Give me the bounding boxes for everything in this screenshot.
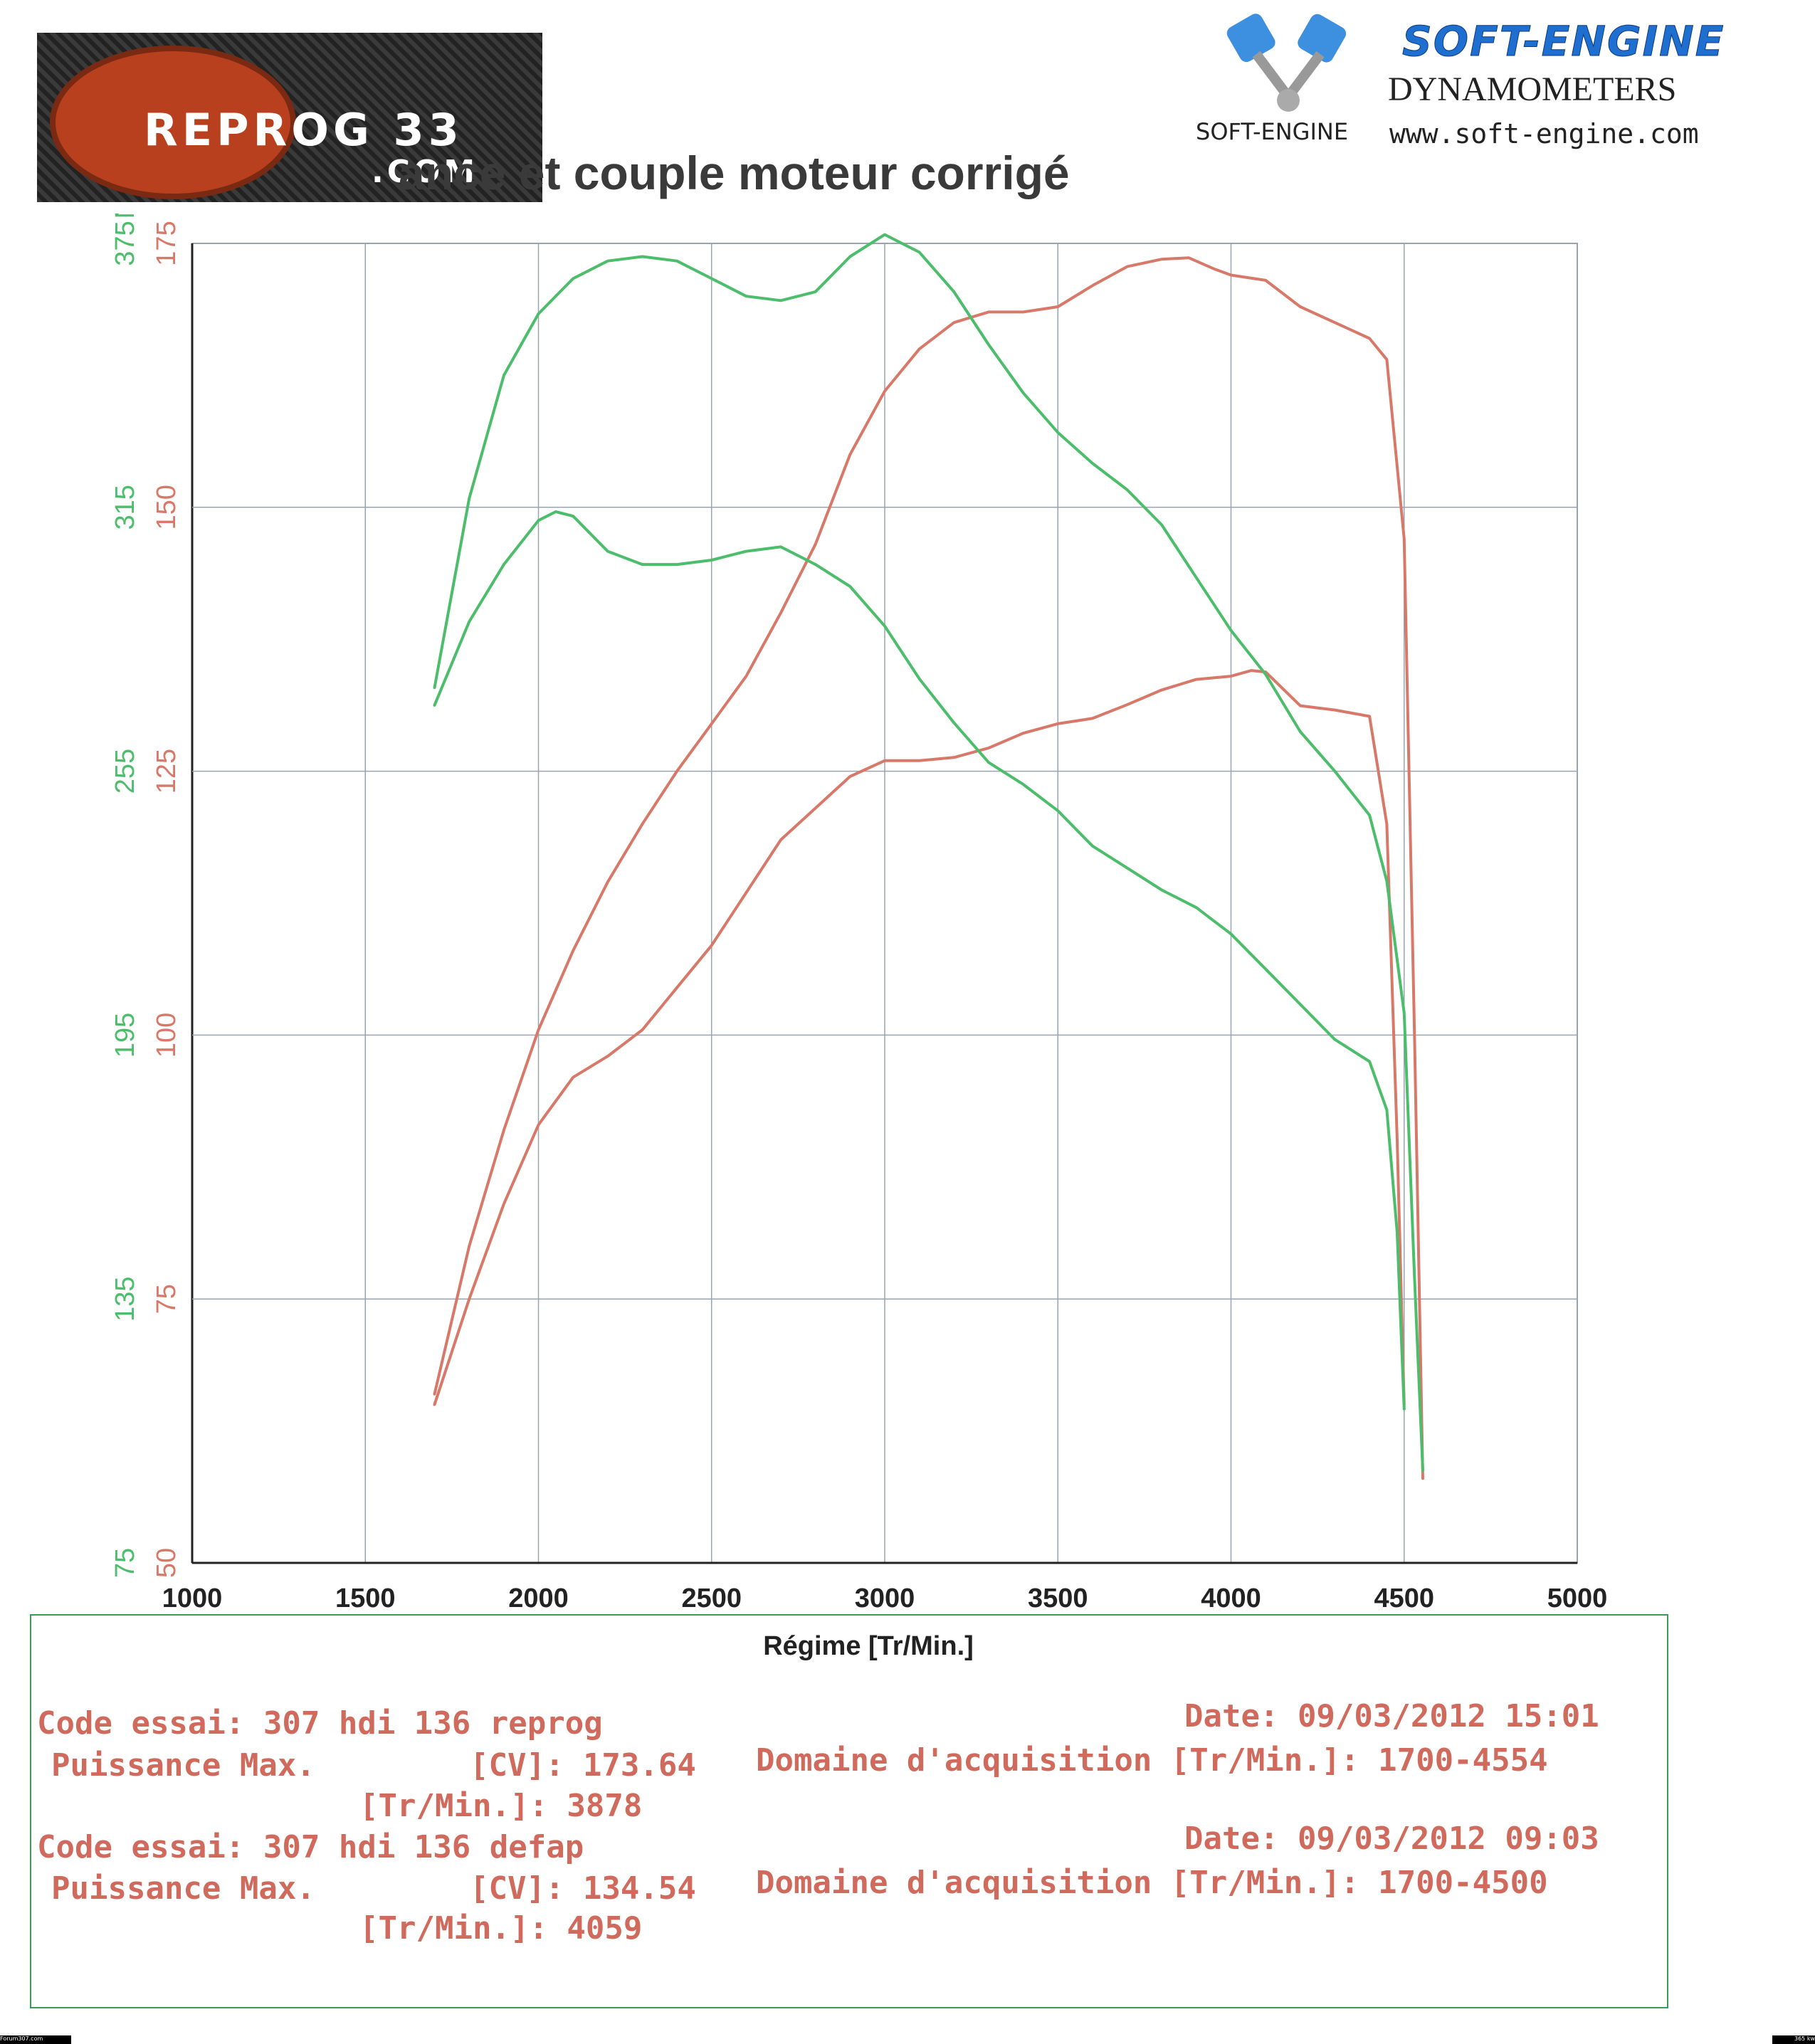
- power-tick-label: 100: [152, 1013, 182, 1058]
- soft-engine-title: SOFT-ENGINE: [1401, 17, 1725, 66]
- x-tick-label: 4500: [1374, 1584, 1434, 1608]
- power-tick-label: 125: [152, 749, 182, 794]
- torque-tick-label: 255: [110, 749, 140, 794]
- test1-power-label: Puissance Max.: [51, 1747, 315, 1784]
- power-tick-label: 75: [152, 1284, 182, 1314]
- x-tick-label: 1500: [335, 1584, 396, 1608]
- test2-domain: Domaine d'acquisition [Tr/Min.]: 1700-45…: [756, 1865, 1548, 1901]
- x-axis-label: Régime [Tr/Min.]: [763, 1631, 974, 1661]
- test1-date: Date: 09/03/2012 15:01: [1184, 1698, 1599, 1734]
- test2-code: Code essai: 307 hdi 136 defap: [37, 1829, 584, 1865]
- soft-engine-url: www.soft-engine.com: [1389, 118, 1699, 149]
- footer-right: 365 kw: [1772, 2035, 1815, 2044]
- logo-brand-text: REPROG 33: [144, 104, 463, 156]
- x-tick-label: 4000: [1201, 1584, 1261, 1608]
- series-line-power: [433, 669, 1406, 1406]
- power-tick-label: 150: [152, 485, 182, 530]
- power-tick-label: 175: [152, 221, 182, 265]
- soft-engine-logo: SOFT-ENGINE DYNAMOMETERS SOFT-ENGINE www…: [1189, 4, 1730, 154]
- chart-title: ance et couple moteur corrigé: [399, 147, 1070, 199]
- torque-tick-label: 195: [110, 1013, 140, 1058]
- logo-disc-icon: [50, 46, 296, 199]
- test1-code: Code essai: 307 hdi 136 reprog: [37, 1705, 603, 1742]
- torque-unit-label: Nm: [110, 214, 140, 219]
- dynamometers-label: DYNAMOMETERS: [1388, 70, 1677, 108]
- x-tick-label: 3500: [1028, 1584, 1088, 1608]
- x-tick-label: 3000: [855, 1584, 915, 1608]
- test1-domain: Domaine d'acquisition [Tr/Min.]: 1700-45…: [756, 1742, 1548, 1779]
- reprog33-logo: REPROG 33 .COM: [37, 33, 542, 202]
- series-line-torque: [433, 510, 1406, 1411]
- chart-grid: [191, 243, 1578, 1564]
- power-tick-label: 50: [152, 1548, 182, 1578]
- test1-rpm: [Tr/Min.]: 3878: [359, 1788, 643, 1824]
- torque-tick-label: 135: [110, 1276, 140, 1321]
- test1-power-value: [CV]: 173.64: [470, 1747, 696, 1784]
- test-info-box: [30, 1614, 1668, 2008]
- x-tick-label: 5000: [1547, 1584, 1608, 1608]
- x-tick-label: 2500: [681, 1584, 742, 1608]
- dyno-chart: 1000 1500 2000 2500 3000 3500 4000 4500 5000 50 75…: [110, 214, 1607, 1608]
- engine-pistons-icon: [1226, 14, 1347, 112]
- soft-engine-small-text: SOFT-ENGINE: [1196, 118, 1349, 145]
- chart-series: [433, 233, 1424, 1480]
- x-tick-label: 2000: [508, 1584, 569, 1608]
- series-line-torque: [433, 233, 1424, 1473]
- series-line-power: [433, 256, 1424, 1480]
- test2-rpm: [Tr/Min.]: 4059: [359, 1910, 643, 1946]
- test2-power-label: Puissance Max.: [51, 1870, 315, 1907]
- torque-tick-label: 315: [110, 485, 140, 530]
- test2-date: Date: 09/03/2012 09:03: [1184, 1821, 1599, 1857]
- torque-tick-label: 75: [110, 1548, 140, 1578]
- test2-power-value: [CV]: 134.54: [470, 1870, 696, 1907]
- footer-left: Forum307.com: [0, 2035, 71, 2044]
- chart-ticks: 1000 1500 2000 2500 3000 3500 4000 4500 5000 50 75…: [110, 214, 1607, 1608]
- logo-brand-subtext: .COM: [372, 154, 479, 190]
- x-tick-label: 1000: [162, 1584, 223, 1608]
- torque-tick-label: 375: [110, 221, 140, 265]
